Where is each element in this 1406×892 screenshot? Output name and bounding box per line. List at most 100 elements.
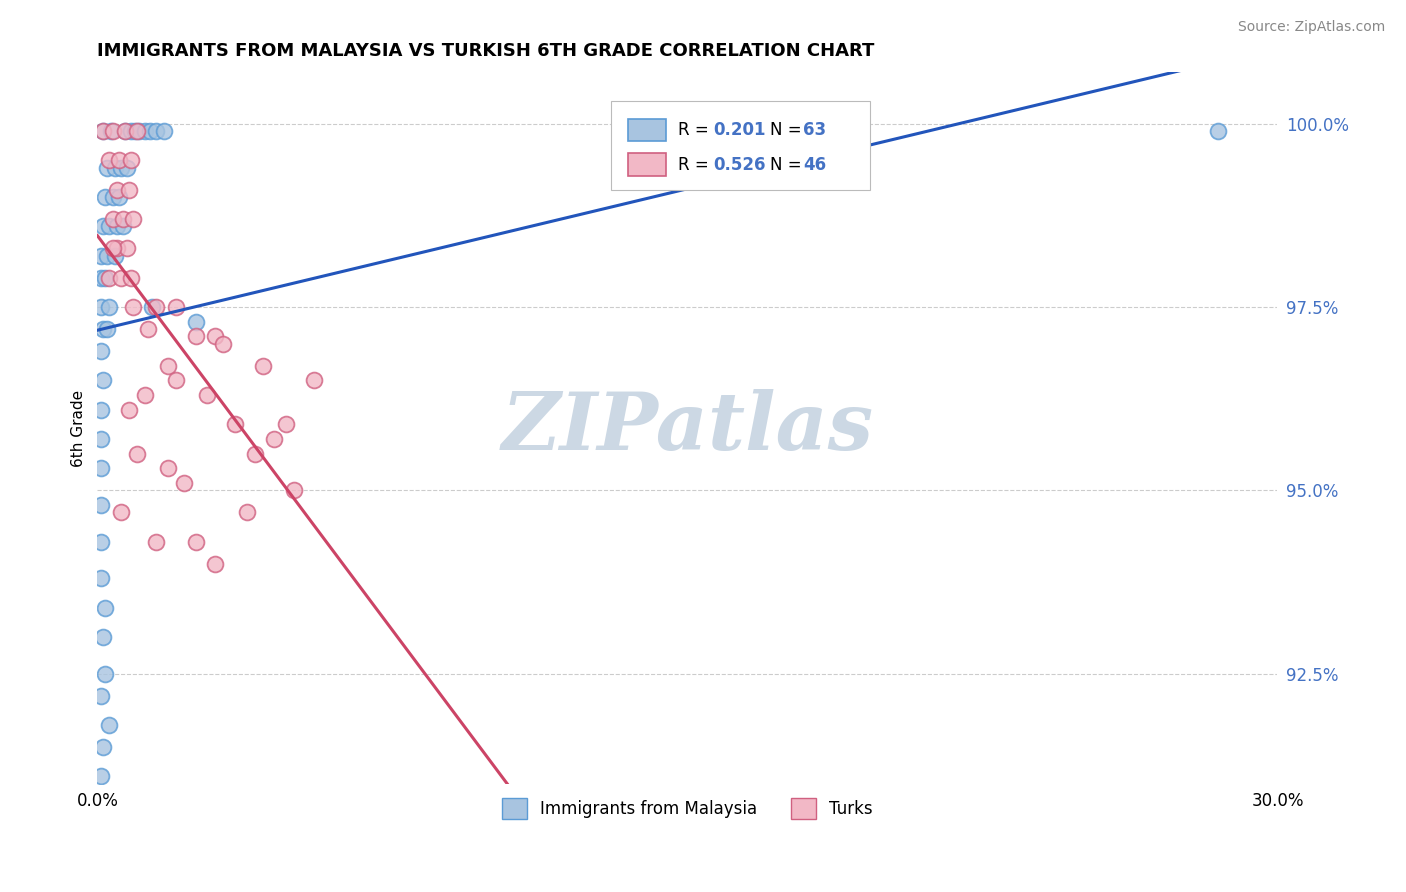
Point xyxy=(90,344,112,359)
Point xyxy=(145,124,167,138)
Point xyxy=(263,432,285,446)
Point xyxy=(98,219,121,234)
Text: 0.526: 0.526 xyxy=(713,156,766,174)
Legend: Immigrants from Malaysia, Turks: Immigrants from Malaysia, Turks xyxy=(495,791,880,825)
Point xyxy=(184,534,207,549)
Point xyxy=(134,388,156,402)
Point xyxy=(115,241,138,255)
Point xyxy=(157,461,180,475)
Point xyxy=(91,630,114,644)
Text: R =: R = xyxy=(678,121,714,139)
Point xyxy=(104,161,127,175)
Point xyxy=(145,534,167,549)
Text: N =: N = xyxy=(770,121,807,139)
Text: 46: 46 xyxy=(803,156,827,174)
Point xyxy=(94,270,117,285)
Point xyxy=(114,124,136,138)
Point xyxy=(108,190,131,204)
Point xyxy=(134,124,156,138)
Point xyxy=(204,329,226,343)
Point xyxy=(98,153,121,168)
Point xyxy=(110,270,132,285)
Point xyxy=(111,212,134,227)
Text: N =: N = xyxy=(770,156,807,174)
Point xyxy=(121,300,143,314)
Point xyxy=(197,388,219,402)
Point xyxy=(138,322,160,336)
Text: 63: 63 xyxy=(803,121,827,139)
Point xyxy=(100,124,122,138)
Point xyxy=(236,505,259,519)
Point xyxy=(110,161,132,175)
Point xyxy=(118,183,141,197)
Point xyxy=(110,505,132,519)
Point xyxy=(252,359,274,373)
Point xyxy=(243,447,266,461)
Point xyxy=(120,124,142,138)
Point xyxy=(141,300,163,314)
Point xyxy=(224,417,246,432)
Point xyxy=(115,161,138,175)
Bar xyxy=(628,119,666,142)
Point xyxy=(104,249,127,263)
Point xyxy=(121,212,143,227)
Bar xyxy=(628,153,666,176)
Point xyxy=(90,769,112,783)
Point xyxy=(114,124,136,138)
Point xyxy=(94,190,117,204)
Text: Source: ZipAtlas.com: Source: ZipAtlas.com xyxy=(1237,20,1385,34)
Point xyxy=(98,718,121,732)
Text: ZIPatlas: ZIPatlas xyxy=(502,389,873,467)
FancyBboxPatch shape xyxy=(610,101,870,190)
Y-axis label: 6th Grade: 6th Grade xyxy=(72,390,86,467)
Point xyxy=(96,249,118,263)
Point xyxy=(94,600,117,615)
Point xyxy=(98,300,121,314)
Point xyxy=(111,219,134,234)
Point xyxy=(105,241,128,255)
Point xyxy=(98,270,121,285)
Point xyxy=(125,124,148,138)
Point xyxy=(124,124,146,138)
Point xyxy=(90,571,112,585)
Point xyxy=(283,483,305,498)
Point xyxy=(1208,124,1230,138)
Point xyxy=(105,183,128,197)
Point xyxy=(91,124,114,138)
Point xyxy=(90,300,112,314)
Point xyxy=(118,402,141,417)
Point xyxy=(90,689,112,703)
Point xyxy=(108,153,131,168)
Point xyxy=(120,270,142,285)
Point xyxy=(128,124,150,138)
Point xyxy=(212,336,235,351)
Point xyxy=(90,270,112,285)
Point xyxy=(90,402,112,417)
Point xyxy=(173,476,195,491)
Point xyxy=(145,300,167,314)
Point xyxy=(165,300,187,314)
Point xyxy=(90,249,112,263)
Point xyxy=(165,373,187,387)
Point xyxy=(204,557,226,571)
Point xyxy=(125,447,148,461)
Point xyxy=(96,161,118,175)
Point xyxy=(302,373,325,387)
Point xyxy=(105,219,128,234)
Point xyxy=(139,124,162,138)
Point xyxy=(157,359,180,373)
Point xyxy=(91,219,114,234)
Point xyxy=(90,432,112,446)
Point xyxy=(91,322,114,336)
Point xyxy=(101,124,124,138)
Point xyxy=(101,212,124,227)
Point xyxy=(91,124,114,138)
Point xyxy=(101,190,124,204)
Point xyxy=(276,417,298,432)
Point xyxy=(91,740,114,755)
Text: IMMIGRANTS FROM MALAYSIA VS TURKISH 6TH GRADE CORRELATION CHART: IMMIGRANTS FROM MALAYSIA VS TURKISH 6TH … xyxy=(97,42,875,60)
Point xyxy=(90,534,112,549)
Point xyxy=(184,329,207,343)
Point xyxy=(101,241,124,255)
Point xyxy=(90,498,112,512)
